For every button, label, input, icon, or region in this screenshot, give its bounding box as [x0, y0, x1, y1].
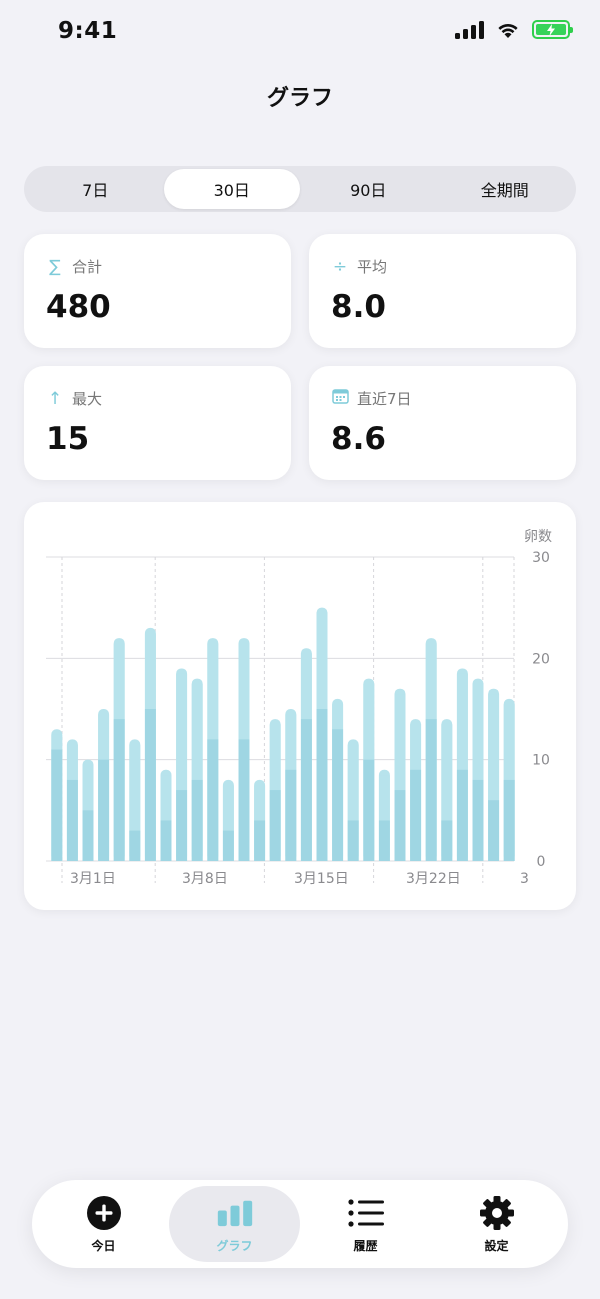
stat-card-average: ÷ 平均 8.0 [309, 234, 576, 348]
tab-label-today: 今日 [91, 1238, 116, 1253]
stat-value-last7: 8.6 [331, 421, 386, 457]
bar-chart-icon [217, 1195, 253, 1231]
bar-bottom [347, 820, 359, 861]
bar-top-body [347, 744, 359, 861]
tab-settings[interactable]: 設定 [431, 1186, 562, 1262]
sigma-icon: ∑ [49, 256, 61, 277]
tab-label-history: 履歴 [353, 1238, 378, 1253]
bar-top-body [472, 684, 484, 861]
bar-bottom [488, 800, 500, 861]
bar-top-body [441, 724, 453, 861]
bar-bottom [113, 719, 125, 861]
bar-bottom [285, 769, 297, 861]
bar-top-body [222, 785, 234, 861]
bar-bottom [332, 729, 344, 861]
x-tick-label: 3月1日 [70, 871, 116, 887]
chart-svg: 0 10 20 30 卵数 3月1日 3月8日 3月15日 3月22日 3 [46, 529, 552, 887]
battery-charging-icon [532, 20, 573, 39]
stat-card-last7: 直近7日 8.6 [309, 366, 576, 480]
bar-bottom [300, 719, 312, 861]
bar-bottom [456, 769, 468, 861]
bar-top-body [176, 673, 188, 861]
bar-bottom [394, 790, 406, 861]
x-tick-label: 3月15日 [294, 871, 349, 887]
segment-7-days[interactable]: 7日 [82, 181, 109, 200]
list-icon [347, 1195, 384, 1231]
y-tick-label: 10 [532, 753, 550, 769]
bar-bottom [503, 779, 515, 861]
status-time: 9:41 [58, 18, 118, 44]
stat-value-max: 15 [46, 421, 90, 457]
stat-label-average: 平均 [357, 258, 388, 276]
y-axis-label: 卵数 [524, 529, 552, 545]
bar-bottom [472, 779, 484, 861]
status-icons [455, 20, 573, 39]
divide-icon: ÷ [332, 256, 348, 277]
x-tick-label: 3 [520, 871, 529, 887]
bar-bottom [207, 739, 219, 861]
bar-bottom [410, 769, 422, 861]
tab-today[interactable]: 今日 [38, 1186, 169, 1262]
bar-top-body [488, 694, 500, 861]
bar-top-body [394, 694, 406, 861]
bar-bottom [441, 820, 453, 861]
x-tick-label: 3月8日 [182, 871, 228, 887]
status-bar: 9:41 [0, 0, 600, 64]
x-tick-label: 3月22日 [406, 871, 461, 887]
stat-label-last7: 直近7日 [357, 390, 412, 408]
stat-card-total: ∑ 合計 480 [24, 234, 291, 348]
tab-history[interactable]: 履歴 [300, 1186, 431, 1262]
bar-bottom [191, 779, 203, 861]
y-tick-label: 0 [537, 854, 546, 870]
cellular-signal-icon [455, 20, 484, 39]
page-title: グラフ [266, 86, 333, 111]
bar-bottom [176, 790, 188, 861]
bar-top-body [160, 775, 172, 861]
gear-icon [479, 1195, 515, 1231]
bar-bottom [269, 790, 281, 861]
bar-bottom [238, 739, 250, 861]
bar-top-body [191, 684, 203, 861]
bar-bottom [144, 709, 156, 861]
bar-bottom [66, 779, 78, 861]
tab-bar: 今日 グラフ 履歴 [32, 1180, 568, 1268]
bar-top-body [456, 673, 468, 861]
tab-label-graph: グラフ [216, 1238, 253, 1253]
plus-circle-icon [86, 1195, 122, 1231]
tab-graph[interactable]: グラフ [169, 1186, 300, 1262]
stat-value-average: 8.0 [331, 289, 386, 325]
wifi-icon [498, 23, 518, 38]
y-tick-label: 30 [532, 550, 550, 566]
arrow-up-icon: ↑ [47, 388, 63, 409]
y-tick-label: 20 [532, 651, 550, 667]
bar-bottom [51, 749, 63, 861]
bar-top-body [378, 775, 390, 861]
tab-label-settings: 設定 [484, 1238, 509, 1253]
bar-bottom [98, 759, 110, 861]
bar-bottom [316, 709, 328, 861]
stat-label-max: 最大 [72, 390, 103, 408]
bar-bottom [222, 830, 234, 861]
bar-bottom [254, 820, 266, 861]
egg-count-chart: 0 10 20 30 卵数 3月1日 3月8日 3月15日 3月22日 3 [24, 502, 576, 910]
bar-bottom [425, 719, 437, 861]
segment-90-days[interactable]: 90日 [350, 181, 387, 200]
bar-bottom [160, 820, 172, 861]
bar-top-body [129, 744, 141, 861]
bar-bottom [378, 820, 390, 861]
stat-card-max: ↑ 最大 15 [24, 366, 291, 480]
stat-value-total: 480 [46, 289, 111, 325]
bar-bottom [82, 810, 94, 861]
calendar-icon [331, 388, 349, 409]
stat-label-total: 合計 [72, 258, 103, 276]
segment-all-time[interactable]: 全期間 [480, 181, 529, 200]
segment-30-days[interactable]: 30日 [163, 169, 300, 209]
bar-bottom [129, 830, 141, 861]
range-segmented-control: 7日 30日 90日 全期間 [24, 166, 576, 212]
bar-bottom [363, 759, 375, 861]
